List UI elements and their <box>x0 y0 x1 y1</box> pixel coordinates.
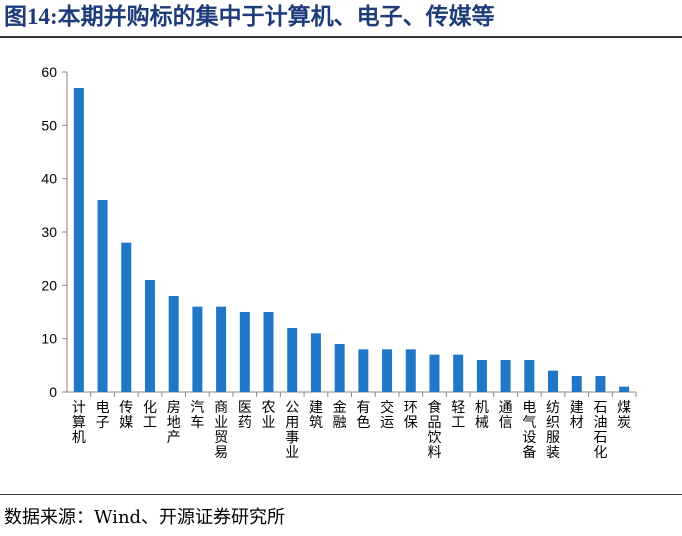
x-tick-label: 轻工 <box>451 400 465 431</box>
bar <box>382 349 393 392</box>
bar-chart: 0102030405060计算机电子传媒化工房地产汽车商业贸易医药农业公用事业建… <box>41 64 637 461</box>
x-tick-label: 机械 <box>475 400 489 431</box>
x-tick-label: 房地产 <box>167 400 181 446</box>
figure-title: 图14:本期并购标的集中于计算机、电子、传媒等 <box>4 2 495 32</box>
bar <box>144 280 155 392</box>
y-tick-label: 40 <box>41 171 57 187</box>
bar <box>73 88 84 392</box>
bar <box>310 333 321 392</box>
x-tick-label: 纺织服装 <box>546 400 560 461</box>
y-tick-label: 20 <box>41 277 57 293</box>
x-tick-label: 环保 <box>404 400 418 431</box>
x-tick-label: 电子 <box>96 400 110 431</box>
x-tick-label: 交运 <box>380 399 394 431</box>
bar <box>619 386 630 392</box>
x-tick-label: 汽车 <box>190 400 204 431</box>
bar <box>239 312 250 392</box>
x-tick-label: 建筑 <box>309 400 323 431</box>
bar <box>216 306 227 392</box>
x-tick-label: 计算机 <box>72 400 86 446</box>
bar <box>358 349 369 392</box>
y-tick-label: 0 <box>49 384 57 400</box>
bar <box>476 360 487 392</box>
bar <box>548 370 559 392</box>
x-tick-label: 电气设备 <box>522 400 536 461</box>
bar <box>500 360 511 392</box>
x-tick-label: 商业贸易 <box>214 400 228 461</box>
y-tick-label: 50 <box>41 117 57 133</box>
bar <box>121 242 132 392</box>
source-note: 数据来源：Wind、开源证券研究所 <box>4 507 286 528</box>
x-tick-label: 化工 <box>143 400 157 431</box>
y-tick-label: 10 <box>41 331 57 347</box>
x-tick-label: 金融 <box>333 400 347 431</box>
bar <box>263 312 274 392</box>
figure-label: 图14: <box>4 4 58 29</box>
figure-title-text: 本期并购标的集中于计算机、电子、传媒等 <box>57 3 495 30</box>
bar <box>595 376 606 392</box>
bar <box>453 354 464 392</box>
x-tick-label: 传媒 <box>119 400 133 431</box>
y-tick-label: 60 <box>41 64 57 80</box>
bar <box>192 306 203 392</box>
y-tick-label: 30 <box>41 224 57 240</box>
bar <box>405 349 416 392</box>
bar <box>97 200 108 392</box>
x-tick-label: 石油石化 <box>593 400 607 461</box>
x-tick-label: 食品饮料 <box>427 399 441 461</box>
bar <box>571 376 582 392</box>
x-tick-label: 通信 <box>499 400 513 431</box>
x-tick-label: 农业 <box>262 400 276 431</box>
bar <box>524 360 535 392</box>
x-tick-label: 建材 <box>570 400 584 431</box>
source-rule <box>0 494 682 495</box>
x-tick-label: 医药 <box>238 400 252 431</box>
bar <box>429 354 440 392</box>
bar <box>287 328 298 392</box>
x-tick-label: 有色 <box>356 400 370 431</box>
bar <box>168 296 179 392</box>
x-tick-label: 公用事业 <box>285 400 299 461</box>
title-rule <box>0 36 682 38</box>
bar <box>334 344 345 392</box>
x-tick-label: 煤炭 <box>617 400 631 431</box>
